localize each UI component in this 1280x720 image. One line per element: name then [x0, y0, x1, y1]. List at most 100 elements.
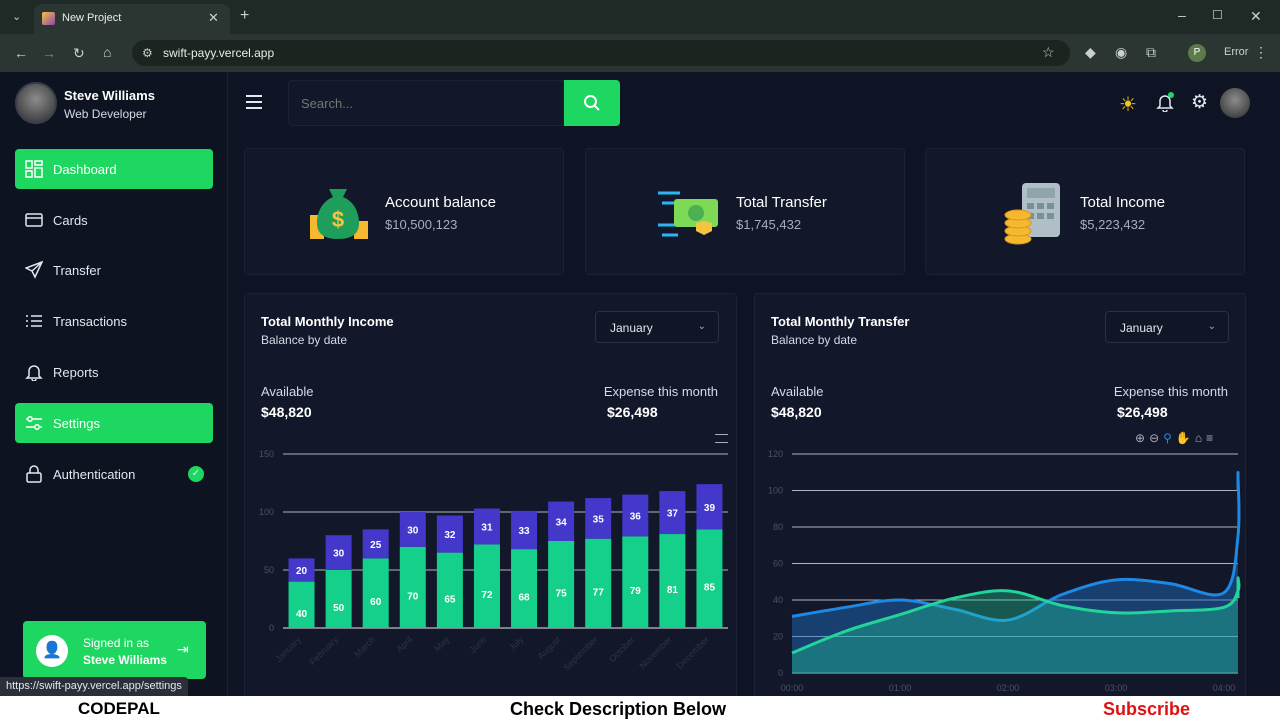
forward-icon[interactable]: → — [42, 45, 56, 61]
bar — [548, 501, 575, 541]
bar — [511, 549, 538, 628]
sidebar-item-label: Dashboard — [53, 161, 117, 177]
data-label: 20 — [296, 566, 308, 577]
stat-value: $5,223,432 — [1080, 217, 1146, 232]
close-tab-icon[interactable]: ✕ — [208, 10, 219, 25]
close-window-icon[interactable]: ✕ — [1250, 8, 1262, 24]
bar — [399, 512, 426, 547]
sun-icon[interactable]: ☀ — [1119, 94, 1137, 116]
search-icon — [584, 95, 600, 111]
bar — [436, 515, 463, 553]
sidebar-item-transactions[interactable]: Transactions — [15, 301, 213, 341]
y-tick-label: 20 — [773, 632, 783, 642]
panel-subtitle: Balance by date — [261, 333, 348, 347]
avatar[interactable] — [15, 82, 57, 124]
puzzle-icon[interactable]: ⧉ — [1146, 44, 1156, 60]
user-icon: 👤 — [36, 635, 68, 667]
bar — [696, 484, 723, 530]
bottom-banner: CODEPAL Check Description Below Subscrib… — [0, 696, 1280, 720]
maximize-icon[interactable]: ☐ — [1212, 8, 1223, 22]
bar — [585, 538, 612, 628]
y-tick-label: 50 — [264, 565, 274, 575]
signed-in-name: Steve Williams — [83, 653, 167, 667]
topbar-avatar[interactable] — [1220, 88, 1250, 118]
x-tick-label: 03:00 — [1105, 683, 1128, 693]
select-value: January — [610, 321, 653, 335]
chart-menu-icon[interactable]: ≡ — [1206, 431, 1218, 445]
bar — [585, 498, 612, 539]
stat-value: $1,745,432 — [736, 217, 802, 232]
address-bar[interactable]: ⚙ swift-payy.vercel.app ☆ — [132, 40, 1070, 66]
reset-home-icon[interactable]: ⌂ — [1194, 431, 1207, 445]
signed-in-card[interactable]: 👤 Signed in as Steve Williams ⇥ — [23, 621, 206, 679]
y-tick-label: 40 — [773, 595, 783, 605]
chart-menu-icon[interactable] — [715, 434, 728, 443]
sidebar-item-reports[interactable]: Reports — [15, 352, 213, 392]
chevron-down-icon: ⌄ — [697, 321, 706, 332]
banner-center: Check Description Below — [510, 699, 727, 719]
stat-label: Total Transfer — [736, 194, 827, 211]
site-info-icon[interactable]: ⚙ — [142, 46, 153, 60]
sidebar-item-authentication[interactable]: Authentication ✓ — [15, 454, 213, 494]
card-icon — [25, 213, 43, 227]
zoom-in-icon[interactable]: ⊕ — [1135, 431, 1150, 445]
profile-status[interactable]: Error — [1224, 46, 1249, 58]
profile-avatar[interactable]: P — [1188, 44, 1206, 62]
browser-tab-bar: ⌄ New Project ✕ + – ☐ ✕ — [0, 0, 1280, 34]
y-tick-label: 100 — [259, 507, 274, 517]
browser-menu-icon[interactable]: ⋮ — [1254, 44, 1268, 60]
new-tab-icon[interactable]: + — [240, 7, 250, 24]
x-tick-label: September — [561, 634, 599, 672]
data-label: 33 — [518, 526, 530, 537]
grid-icon — [25, 160, 43, 178]
pan-icon[interactable]: ✋ — [1175, 431, 1195, 445]
sliders-icon — [26, 416, 42, 430]
month-select[interactable]: January ⌄ — [595, 311, 719, 343]
data-label: 65 — [444, 594, 456, 605]
user-role: Web Developer — [64, 107, 147, 121]
x-tick-label: October — [607, 634, 637, 664]
sidebar-item-label: Authentication — [53, 466, 136, 482]
bookmark-star-icon[interactable]: ☆ — [1042, 44, 1055, 60]
area-fill — [792, 472, 1240, 673]
search-input[interactable] — [288, 80, 564, 126]
notification-bell-icon[interactable] — [1156, 92, 1174, 112]
x-tick-label: 04:00 — [1213, 683, 1236, 693]
settings-gear-icon[interactable]: ⚙ — [1191, 92, 1209, 113]
reload-icon[interactable]: ↻ — [73, 45, 85, 61]
sidebar-item-cards[interactable]: Cards — [15, 200, 213, 240]
zoom-out-icon[interactable]: ⊖ — [1149, 431, 1164, 445]
selection-zoom-icon[interactable]: ⚲ — [1163, 431, 1176, 445]
search-button[interactable] — [564, 80, 620, 126]
x-tick-label: December — [674, 634, 710, 670]
x-tick-label: March — [352, 634, 377, 659]
select-value: January — [1120, 321, 1163, 335]
y-tick-label: 0 — [778, 668, 783, 678]
home-icon[interactable]: ⌂ — [103, 44, 112, 60]
browser-tab[interactable]: New Project ✕ — [34, 4, 230, 34]
stat-card-total-income: Total Income $5,223,432 — [925, 148, 1245, 275]
sidebar-item-transfer[interactable]: Transfer — [15, 250, 213, 290]
tab-search-icon[interactable]: ⌄ — [12, 11, 22, 23]
chevron-down-icon: ⌄ — [1207, 321, 1216, 332]
logout-icon[interactable]: ⇥ — [177, 641, 189, 657]
sidebar-item-label: Cards — [53, 212, 88, 228]
expense-value: $26,498 — [607, 404, 658, 420]
extension-icon[interactable]: ◆ — [1085, 44, 1096, 60]
subscribe-link[interactable]: Subscribe — [1103, 699, 1191, 719]
bar — [288, 581, 315, 628]
camera-icon[interactable]: ◉ — [1115, 44, 1128, 60]
sidebar-item-dashboard[interactable]: Dashboard — [15, 149, 213, 189]
sidebar-item-settings[interactable]: Settings — [15, 403, 213, 443]
x-tick-label: July — [507, 634, 526, 653]
chart-toolbar: ⊕⊖⚲✋⌂≡ — [1135, 431, 1217, 445]
minimize-icon[interactable]: – — [1178, 7, 1186, 23]
data-label: 31 — [481, 523, 493, 534]
back-icon[interactable]: ← — [14, 45, 28, 61]
month-select[interactable]: January ⌄ — [1105, 311, 1229, 343]
bar — [548, 541, 575, 628]
available-label: Available — [771, 384, 824, 399]
panel-subtitle: Balance by date — [771, 333, 858, 347]
data-label: 68 — [518, 593, 530, 604]
hamburger-menu-icon[interactable] — [246, 95, 262, 109]
